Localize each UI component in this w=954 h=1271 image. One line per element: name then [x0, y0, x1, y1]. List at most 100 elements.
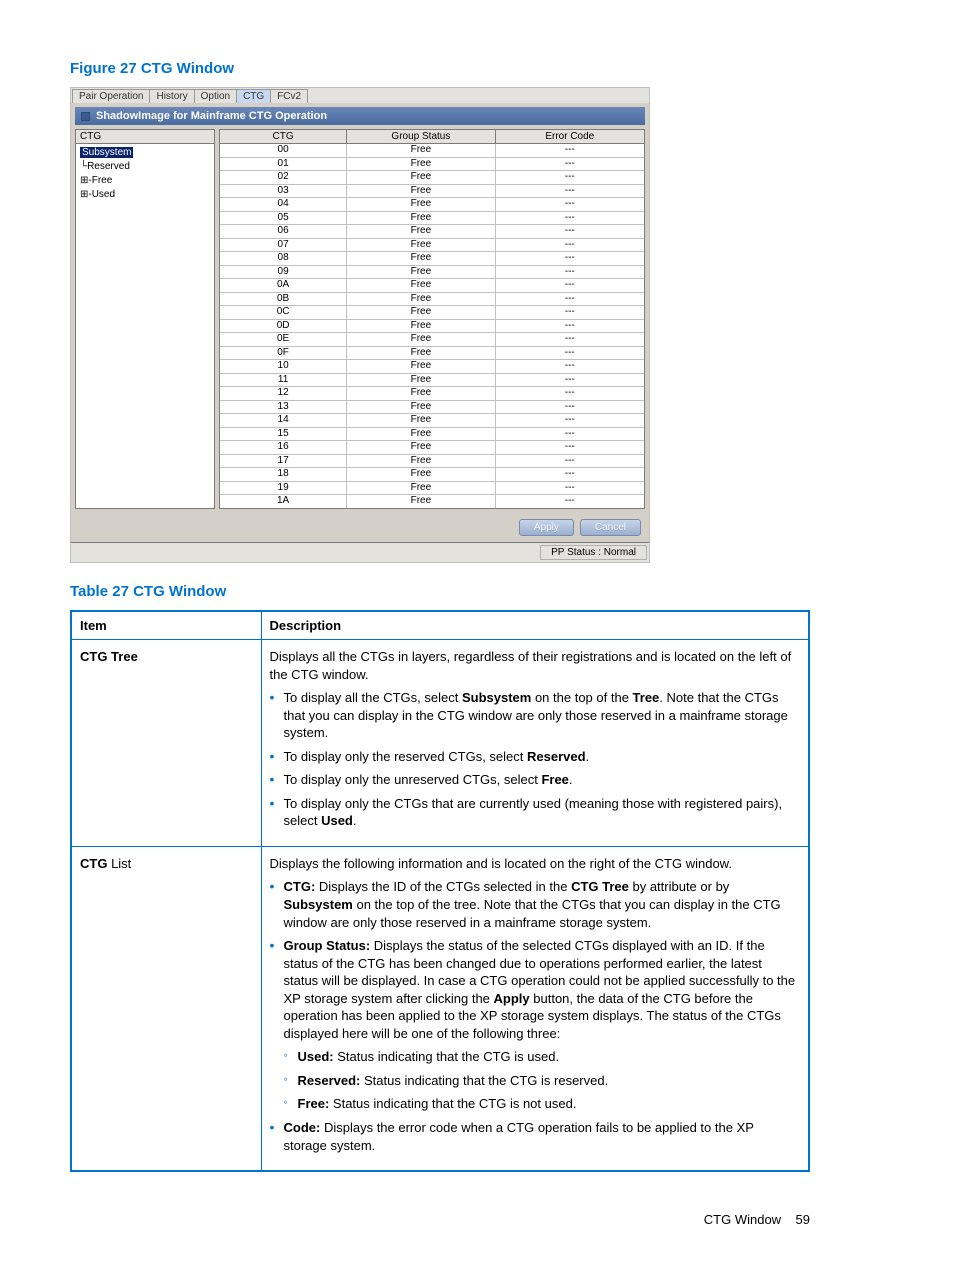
cancel-button[interactable]: Cancel: [580, 519, 641, 536]
list-cell: 00: [220, 144, 347, 157]
list-cell: ---: [496, 320, 644, 333]
list-cell: 16: [220, 441, 347, 454]
tree-node-used[interactable]: ⊞-Used: [80, 188, 210, 202]
tree-body: Subsystem └Reserved⊞-Free⊞-Used: [76, 144, 214, 204]
list-cell: Free: [347, 441, 495, 454]
tab-option[interactable]: Option: [194, 89, 237, 103]
list-row[interactable]: 05Free---: [220, 212, 644, 226]
list-row[interactable]: 12Free---: [220, 387, 644, 401]
list-row[interactable]: 0EFree---: [220, 333, 644, 347]
list-cell: Free: [347, 387, 495, 400]
tree-header: CTG: [76, 130, 214, 144]
list-cell: Free: [347, 495, 495, 508]
figure-title: Figure 27 CTG Window: [70, 60, 884, 77]
list-row[interactable]: 1AFree---: [220, 495, 644, 508]
col-group-status[interactable]: Group Status: [347, 130, 495, 144]
list-cell: ---: [496, 495, 644, 508]
list-row[interactable]: 13Free---: [220, 401, 644, 415]
list-cell: 1A: [220, 495, 347, 508]
footer-page: 59: [796, 1212, 810, 1227]
tree-node-reserved[interactable]: └Reserved: [80, 160, 210, 174]
list-cell: 09: [220, 266, 347, 279]
sub-bullet-item: Used: Status indicating that the CTG is …: [284, 1048, 801, 1066]
list-cell: Free: [347, 198, 495, 211]
list-row[interactable]: 0BFree---: [220, 293, 644, 307]
tab-history[interactable]: History: [149, 89, 194, 103]
list-cell: 0D: [220, 320, 347, 333]
list-cell: ---: [496, 414, 644, 427]
panel-title-icon: [81, 112, 90, 121]
list-row[interactable]: 0CFree---: [220, 306, 644, 320]
list-row[interactable]: 03Free---: [220, 185, 644, 199]
list-row[interactable]: 0DFree---: [220, 320, 644, 334]
list-cell: Free: [347, 144, 495, 157]
list-cell: 05: [220, 212, 347, 225]
list-row[interactable]: 16Free---: [220, 441, 644, 455]
ctg-tree[interactable]: CTG Subsystem └Reserved⊞-Free⊞-Used: [75, 129, 215, 509]
bullet-item: CTG: Displays the ID of the CTGs selecte…: [270, 878, 801, 931]
list-cell: Free: [347, 347, 495, 360]
tab-fcv2[interactable]: FCv2: [270, 89, 308, 103]
description-table: Item Description CTG TreeDisplays all th…: [70, 610, 810, 1172]
list-cell: 06: [220, 225, 347, 238]
list-cell: Free: [347, 333, 495, 346]
sub-bullet-item: Reserved: Status indicating that the CTG…: [284, 1072, 801, 1090]
list-row[interactable]: 00Free---: [220, 144, 644, 158]
list-cell: Free: [347, 225, 495, 238]
list-cell: 0C: [220, 306, 347, 319]
list-cell: ---: [496, 158, 644, 171]
list-cell: Free: [347, 171, 495, 184]
list-cell: Free: [347, 455, 495, 468]
tree-node-free[interactable]: ⊞-Free: [80, 174, 210, 188]
ctg-window-screenshot: Pair OperationHistoryOptionCTGFCv2 Shado…: [70, 87, 650, 563]
list-row[interactable]: 17Free---: [220, 455, 644, 469]
col-ctg[interactable]: CTG: [220, 130, 347, 144]
apply-button[interactable]: Apply: [519, 519, 574, 536]
tab-bar: Pair OperationHistoryOptionCTGFCv2: [71, 88, 649, 103]
list-cell: ---: [496, 198, 644, 211]
list-cell: ---: [496, 374, 644, 387]
list-cell: 0E: [220, 333, 347, 346]
col-error-code[interactable]: Error Code: [496, 130, 644, 144]
list-row[interactable]: 15Free---: [220, 428, 644, 442]
list-row[interactable]: 0FFree---: [220, 347, 644, 361]
list-cell: ---: [496, 468, 644, 481]
item-cell: CTG Tree: [71, 640, 261, 847]
list-row[interactable]: 0AFree---: [220, 279, 644, 293]
list-row[interactable]: 10Free---: [220, 360, 644, 374]
list-cell: Free: [347, 279, 495, 292]
list-row[interactable]: 02Free---: [220, 171, 644, 185]
list-cell: 11: [220, 374, 347, 387]
list-cell: 0B: [220, 293, 347, 306]
list-cell: 14: [220, 414, 347, 427]
button-row: Apply Cancel: [71, 513, 649, 542]
list-cell: Free: [347, 158, 495, 171]
list-cell: ---: [496, 482, 644, 495]
list-row[interactable]: 06Free---: [220, 225, 644, 239]
tree-node-subsystem[interactable]: Subsystem: [80, 146, 210, 160]
list-row[interactable]: 11Free---: [220, 374, 644, 388]
list-row[interactable]: 19Free---: [220, 482, 644, 496]
tab-ctg[interactable]: CTG: [236, 89, 271, 103]
list-cell: ---: [496, 455, 644, 468]
list-row[interactable]: 08Free---: [220, 252, 644, 266]
tab-pair-operation[interactable]: Pair Operation: [72, 89, 150, 103]
list-body[interactable]: 00Free---01Free---02Free---03Free---04Fr…: [220, 144, 644, 508]
list-row[interactable]: 09Free---: [220, 266, 644, 280]
list-row[interactable]: 14Free---: [220, 414, 644, 428]
list-header: CTG Group Status Error Code: [220, 130, 644, 144]
list-cell: ---: [496, 347, 644, 360]
list-row[interactable]: 04Free---: [220, 198, 644, 212]
bullet-item: Group Status: Displays the status of the…: [270, 937, 801, 1113]
list-cell: Free: [347, 266, 495, 279]
description-cell: Displays the following information and i…: [261, 846, 809, 1171]
list-row[interactable]: 01Free---: [220, 158, 644, 172]
list-row[interactable]: 18Free---: [220, 468, 644, 482]
list-cell: 18: [220, 468, 347, 481]
status-bar: PP Status : Normal: [71, 542, 649, 562]
description-cell: Displays all the CTGs in layers, regardl…: [261, 640, 809, 847]
list-cell: 03: [220, 185, 347, 198]
list-cell: ---: [496, 293, 644, 306]
list-row[interactable]: 07Free---: [220, 239, 644, 253]
pp-status: PP Status : Normal: [540, 545, 647, 560]
